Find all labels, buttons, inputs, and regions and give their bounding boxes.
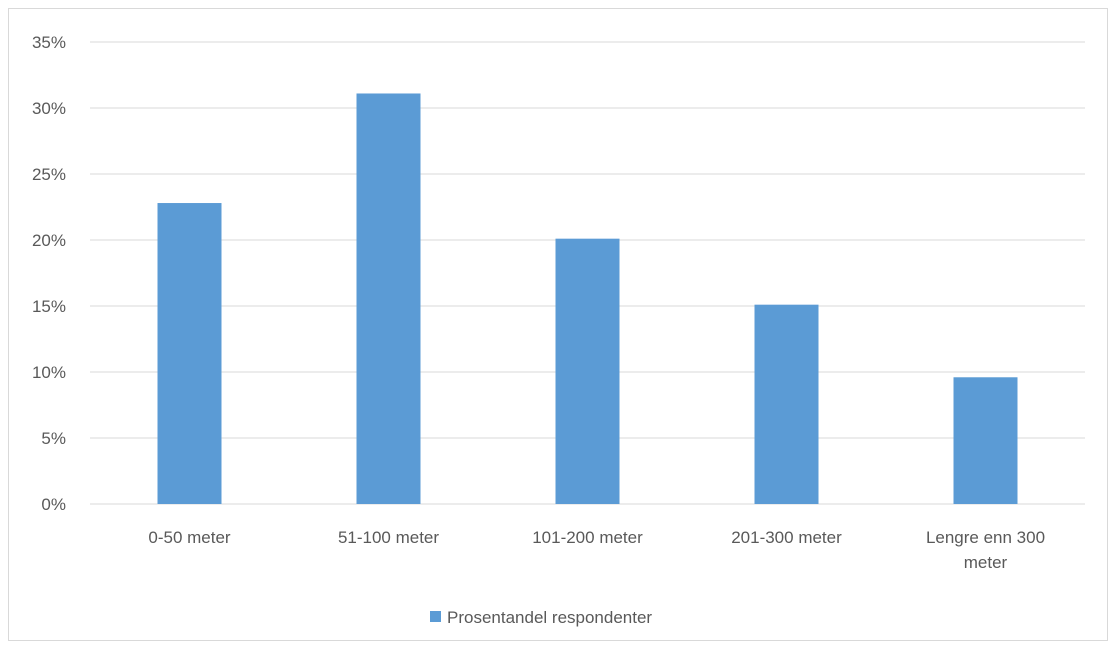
x-axis-ticks: 0-50 meter 51-100 meter 101-200 meter 201-3… xyxy=(148,528,1045,572)
y-tick-label: 35% xyxy=(32,33,66,52)
y-tick-label: 20% xyxy=(32,231,66,250)
y-tick-label: 25% xyxy=(32,165,66,184)
y-tick-label: 5% xyxy=(41,429,66,448)
x-tick-label: 0-50 meter xyxy=(148,528,231,547)
x-tick-label: 101-200 meter xyxy=(532,528,643,547)
bar xyxy=(157,203,222,505)
bar xyxy=(754,304,819,504)
bar xyxy=(356,93,421,504)
legend: Prosentandel respondenter xyxy=(430,608,652,627)
y-tick-label: 30% xyxy=(32,99,66,118)
legend-label: Prosentandel respondenter xyxy=(447,608,652,627)
x-tick-label: 201-300 meter xyxy=(731,528,842,547)
bars xyxy=(157,93,1018,505)
y-axis-ticks: 0% 5% 10% 15% 20% 25% 30% 35% xyxy=(32,33,66,514)
y-tick-label: 10% xyxy=(32,363,66,382)
chart-frame: 0% 5% 10% 15% 20% 25% 30% 35% 0-50 meter 51-100 … xyxy=(8,8,1108,641)
x-tick-label: 51-100 meter xyxy=(338,528,439,547)
y-tick-label: 0% xyxy=(41,495,66,514)
bar xyxy=(555,238,620,504)
y-tick-label: 15% xyxy=(32,297,66,316)
x-tick-label: Lengre enn 300 meter xyxy=(926,528,1045,572)
bar-chart: 0% 5% 10% 15% 20% 25% 30% 35% 0-50 meter 51-100 … xyxy=(32,33,1085,627)
legend-swatch xyxy=(430,611,441,622)
bar xyxy=(953,377,1018,504)
